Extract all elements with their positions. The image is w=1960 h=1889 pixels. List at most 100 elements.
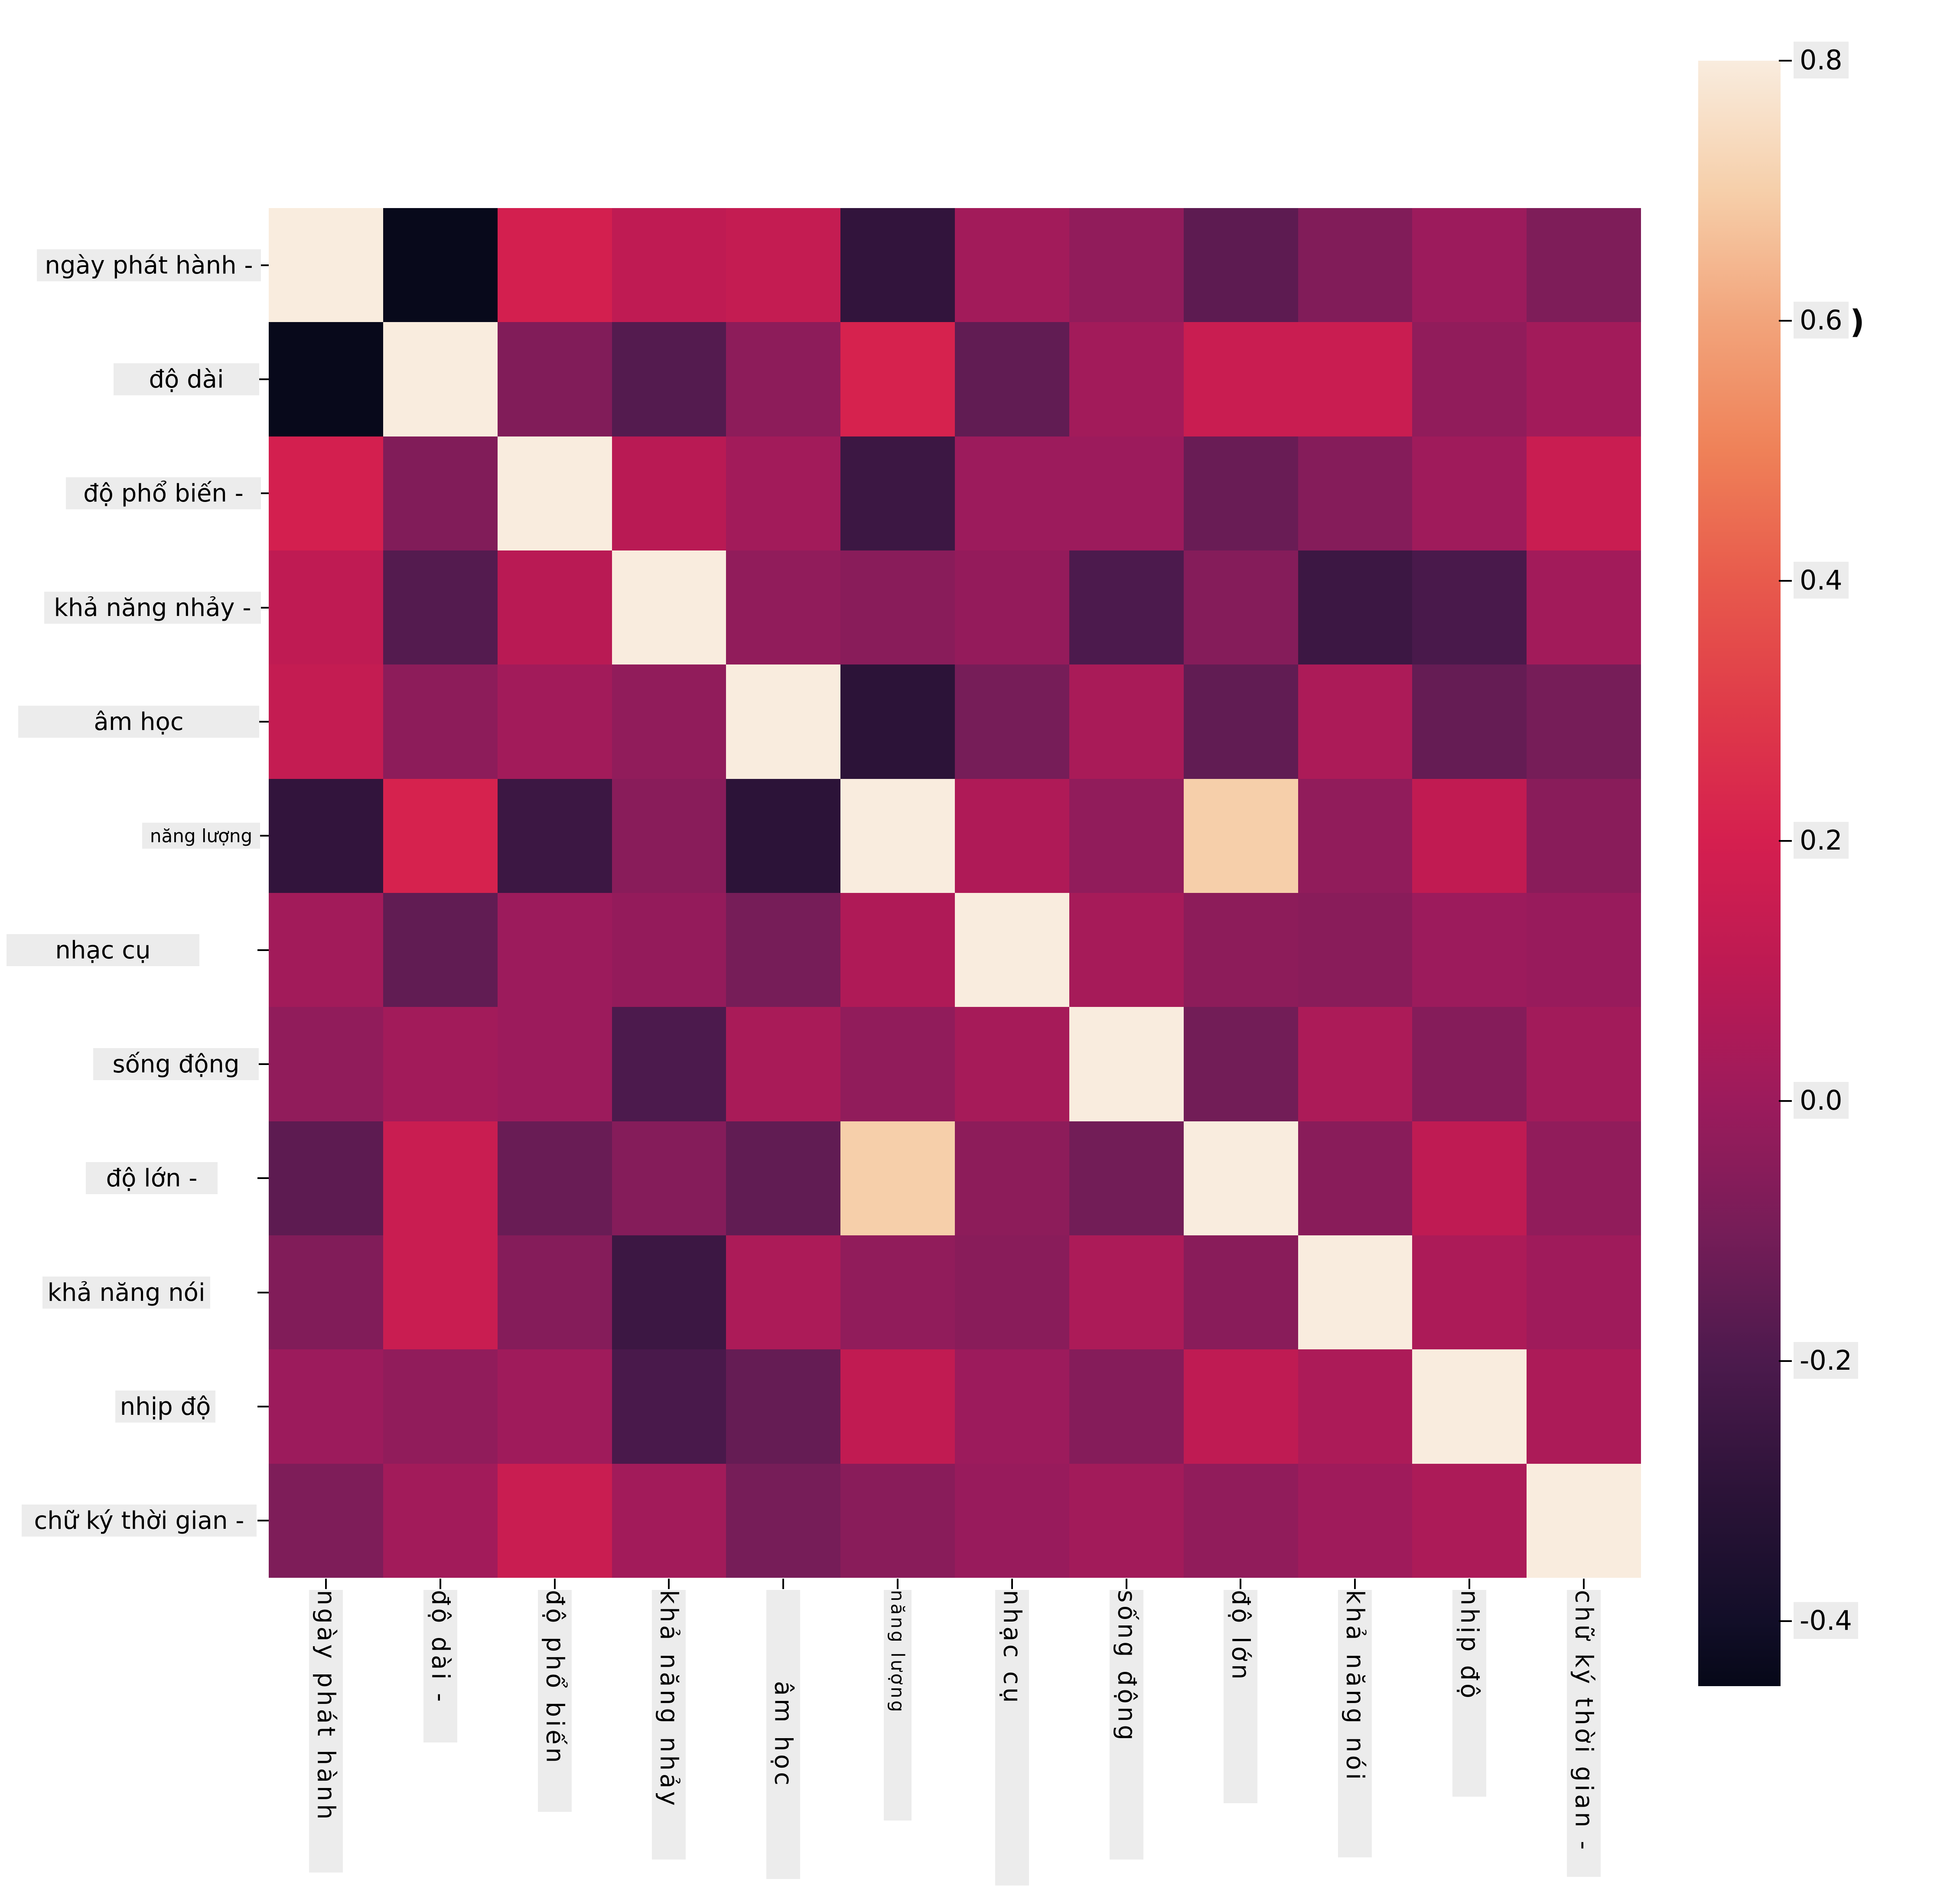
heatmap-cell xyxy=(497,1463,612,1578)
row-label: độ phổ biến - xyxy=(66,477,261,509)
colorbar-tick-mark xyxy=(1779,1100,1792,1102)
x-tick-mark xyxy=(440,1579,441,1589)
heatmap-cell xyxy=(1298,322,1413,436)
heatmap-cell xyxy=(1183,1121,1298,1235)
heatmap-cell xyxy=(1527,208,1641,322)
heatmap-cell xyxy=(1183,322,1298,436)
heatmap-cell xyxy=(1183,1463,1298,1578)
heatmap-cell xyxy=(1527,893,1641,1007)
colorbar-tick-label: 0.6 xyxy=(1794,302,1849,339)
colorbar-tick-label: 0.4 xyxy=(1794,562,1849,599)
heatmap-cell xyxy=(955,550,1069,665)
column-label: âm học xyxy=(766,1590,800,1879)
heatmap-cell xyxy=(383,1235,498,1350)
x-tick-mark xyxy=(668,1579,670,1589)
heatmap-cell xyxy=(1298,550,1413,665)
heatmap-cell xyxy=(269,436,383,550)
heatmap-cell xyxy=(383,322,498,436)
x-tick-mark xyxy=(1354,1579,1356,1589)
column-label: khả năng nói xyxy=(1338,1590,1372,1857)
heatmap-cell xyxy=(840,1463,955,1578)
heatmap-cell xyxy=(955,778,1069,893)
heatmap-cell xyxy=(726,208,841,322)
heatmap-cell xyxy=(497,550,612,665)
row-label: độ lớn - xyxy=(86,1162,218,1194)
heatmap-cell xyxy=(1298,436,1413,550)
heatmap-cell xyxy=(497,1235,612,1350)
row-label: ngày phát hành - xyxy=(37,249,261,281)
heatmap-cell xyxy=(1069,1349,1184,1464)
column-label-text: nhạc cụ xyxy=(998,1590,1026,1706)
heatmap-cell xyxy=(840,893,955,1007)
heatmap-cell xyxy=(612,322,726,436)
column-label-text: khả năng nói xyxy=(1341,1590,1369,1783)
heatmap-cell xyxy=(726,550,841,665)
column-label-text: độ lớn xyxy=(1226,1590,1255,1683)
column-label-text: nhịp độ xyxy=(1455,1590,1484,1701)
column-label-text: âm học xyxy=(769,1681,798,1788)
heatmap-cell xyxy=(612,1235,726,1350)
row-label: khả năng nhảy - xyxy=(44,592,261,624)
heatmap-cell xyxy=(269,1463,383,1578)
heatmap-cell xyxy=(1069,664,1184,779)
row-label: chữ ký thời gian - xyxy=(22,1505,257,1537)
y-tick-mark xyxy=(257,1520,269,1521)
heatmap-cell xyxy=(955,1349,1069,1464)
column-label: chữ ký thời gian - xyxy=(1567,1590,1601,1877)
heatmap-cell xyxy=(383,1349,498,1464)
heatmap-cell xyxy=(1298,1463,1413,1578)
heatmap-cell xyxy=(1183,436,1298,550)
row-label: khả năng nói xyxy=(42,1277,210,1309)
heatmap-cell xyxy=(612,893,726,1007)
column-label-text: chữ ký thời gian - xyxy=(1569,1590,1598,1853)
heatmap-cell xyxy=(726,1007,841,1121)
heatmap-cell xyxy=(612,550,726,665)
colorbar-gradient xyxy=(1698,61,1781,1686)
heatmap-cell xyxy=(383,893,498,1007)
heatmap-cell xyxy=(383,778,498,893)
y-tick-mark xyxy=(257,1292,269,1293)
heatmap-cell xyxy=(612,1007,726,1121)
heatmap-cell xyxy=(612,1121,726,1235)
y-tick-mark xyxy=(257,1177,269,1179)
heatmap-cell xyxy=(1183,664,1298,779)
heatmap-cell xyxy=(497,1007,612,1121)
row-label: năng lượng xyxy=(142,823,260,849)
column-label: độ lớn xyxy=(1224,1590,1257,1803)
column-label: độ phổ biến xyxy=(538,1590,572,1812)
heatmap-cell xyxy=(840,1235,955,1350)
heatmap-cell xyxy=(1527,778,1641,893)
heatmap-cell xyxy=(726,1235,841,1350)
y-tick-mark xyxy=(257,1063,269,1065)
heatmap-cell xyxy=(497,664,612,779)
heatmap-cell xyxy=(840,208,955,322)
heatmap-cell xyxy=(1069,550,1184,665)
heatmap-cell xyxy=(1527,1463,1641,1578)
y-tick-mark xyxy=(257,378,269,380)
heatmap-cell xyxy=(1183,208,1298,322)
heatmap-cell xyxy=(383,664,498,779)
heatmap-cell xyxy=(1298,208,1413,322)
column-label: khả năng nhảy xyxy=(652,1590,686,1860)
heatmap-cell xyxy=(955,1007,1069,1121)
heatmap-cell xyxy=(1298,1121,1413,1235)
x-tick-mark xyxy=(325,1579,327,1589)
column-label: độ dài - xyxy=(423,1590,457,1742)
heatmap-cell xyxy=(1412,436,1527,550)
heatmap-cell xyxy=(726,1463,841,1578)
heatmap-cell xyxy=(269,1121,383,1235)
heatmap-cell xyxy=(1412,1121,1527,1235)
row-label: âm học xyxy=(18,706,259,738)
column-label: sống động xyxy=(1110,1590,1143,1860)
colorbar-label-remnant-glyph: ) xyxy=(1850,303,1865,341)
x-tick-mark xyxy=(897,1579,899,1589)
heatmap-cell xyxy=(1069,778,1184,893)
colorbar-tick-mark xyxy=(1779,840,1792,842)
x-tick-mark xyxy=(1011,1579,1013,1589)
heatmap-cell xyxy=(269,550,383,665)
heatmap-cell xyxy=(497,893,612,1007)
heatmap-cell xyxy=(840,436,955,550)
column-label: ngày phát hành xyxy=(309,1590,343,1873)
colorbar-tick-label: 0.2 xyxy=(1794,822,1849,859)
heatmap-cell xyxy=(1298,893,1413,1007)
